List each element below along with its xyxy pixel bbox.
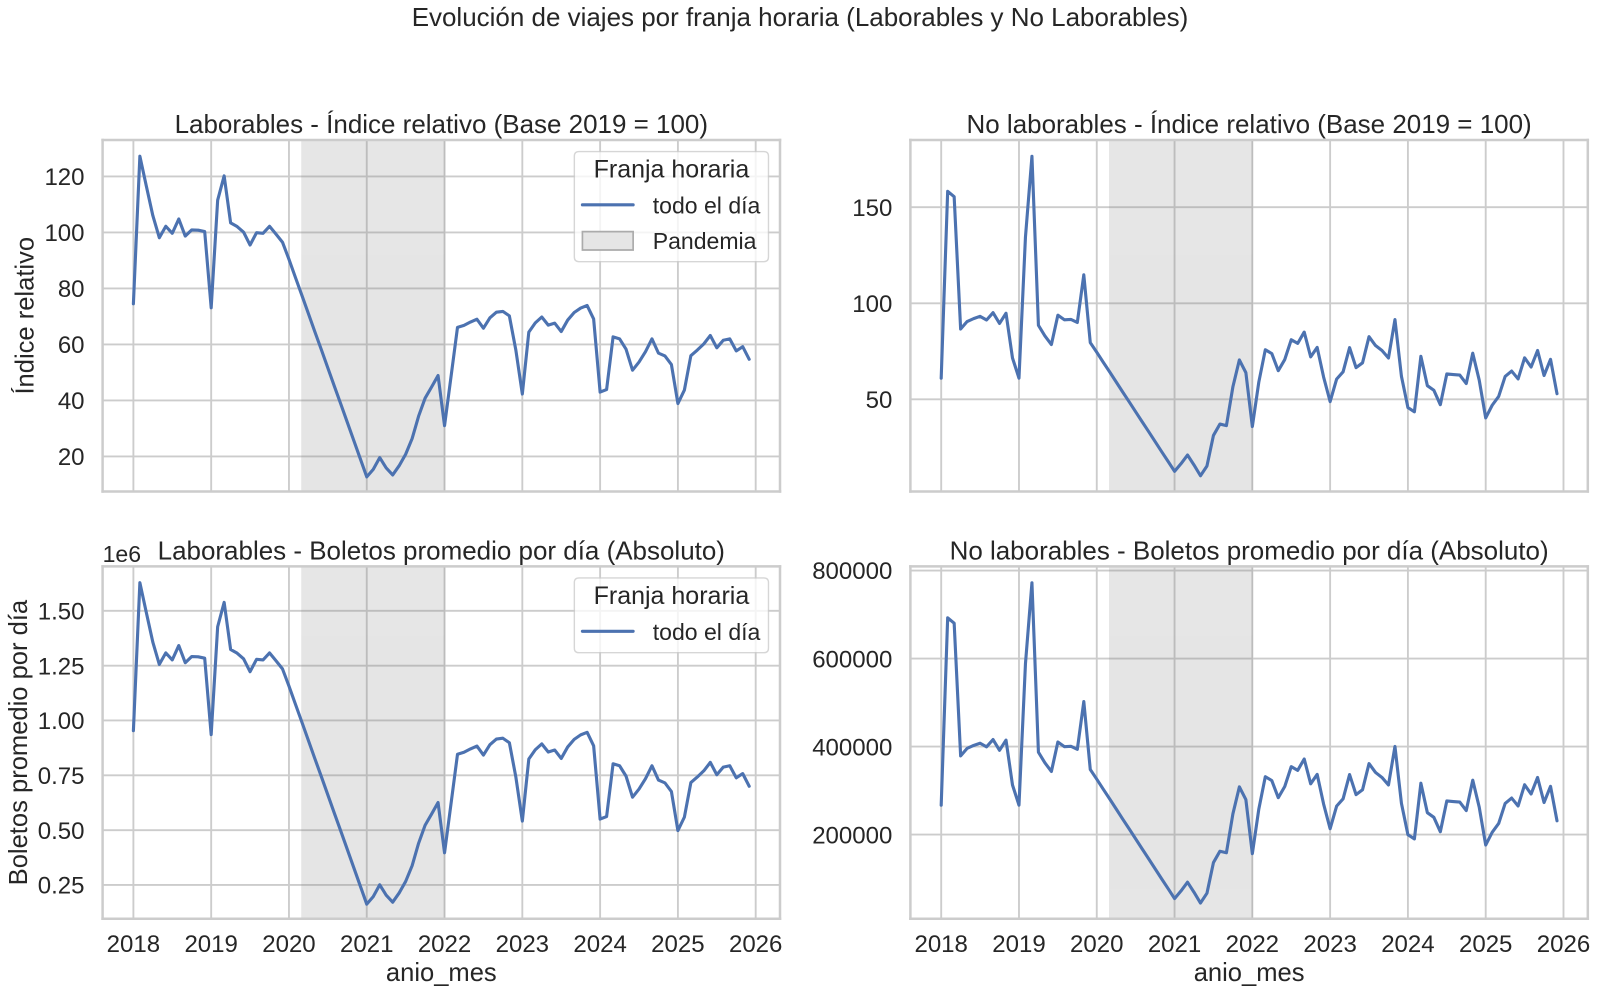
svg-text:100: 100	[852, 291, 892, 318]
svg-text:todo el día: todo el día	[653, 619, 761, 645]
svg-text:Boletos promedio por día: Boletos promedio por día	[5, 599, 33, 885]
svg-text:2025: 2025	[1459, 931, 1512, 958]
svg-text:50: 50	[866, 387, 893, 414]
svg-text:1.25: 1.25	[38, 653, 85, 680]
svg-text:1.00: 1.00	[38, 708, 85, 735]
svg-text:2021: 2021	[1148, 931, 1201, 958]
svg-text:800000: 800000	[812, 558, 892, 585]
svg-text:1e6: 1e6	[103, 541, 141, 567]
svg-text:2023: 2023	[1303, 931, 1356, 958]
svg-text:2020: 2020	[262, 931, 315, 958]
svg-text:200000: 200000	[812, 822, 892, 849]
svg-text:Laborables - Boletos promedio: Laborables - Boletos promedio por día (A…	[158, 535, 725, 565]
svg-text:600000: 600000	[812, 646, 892, 673]
svg-text:150: 150	[852, 195, 892, 222]
svg-text:2021: 2021	[340, 931, 393, 958]
svg-text:2018: 2018	[107, 931, 160, 958]
svg-text:2022: 2022	[1226, 931, 1279, 958]
svg-text:Franja horaria: Franja horaria	[594, 156, 750, 184]
svg-text:2019: 2019	[184, 931, 237, 958]
svg-text:2020: 2020	[1070, 931, 1123, 958]
svg-text:anio_mes: anio_mes	[1194, 959, 1305, 987]
svg-text:Evolución de viajes por franja: Evolución de viajes por franja horaria (…	[412, 2, 1189, 32]
svg-text:0.75: 0.75	[38, 763, 85, 790]
svg-text:40: 40	[58, 388, 85, 415]
svg-text:120: 120	[44, 164, 84, 191]
svg-text:2022: 2022	[418, 931, 471, 958]
svg-text:No laborables - Boletos promed: No laborables - Boletos promedio por día…	[950, 535, 1549, 565]
svg-text:todo el día: todo el día	[653, 192, 761, 218]
svg-text:2023: 2023	[496, 931, 549, 958]
svg-text:anio_mes: anio_mes	[386, 959, 497, 987]
svg-text:2018: 2018	[914, 931, 967, 958]
svg-text:No laborables - Índice relativ: No laborables - Índice relativo (Base 20…	[967, 109, 1532, 139]
svg-text:2024: 2024	[573, 931, 626, 958]
svg-text:60: 60	[58, 332, 85, 359]
svg-text:400000: 400000	[812, 734, 892, 761]
svg-text:Índice relativo: Índice relativo	[11, 237, 40, 395]
svg-text:2019: 2019	[992, 931, 1045, 958]
svg-text:1.50: 1.50	[38, 599, 85, 626]
svg-text:0.25: 0.25	[38, 873, 85, 900]
svg-text:2024: 2024	[1381, 931, 1434, 958]
svg-text:2026: 2026	[1537, 931, 1590, 958]
svg-text:Laborables - Índice relativo (: Laborables - Índice relativo (Base 2019 …	[175, 109, 708, 139]
svg-text:20: 20	[58, 444, 85, 471]
svg-text:2026: 2026	[729, 931, 782, 958]
svg-text:0.50: 0.50	[38, 818, 85, 845]
svg-text:Franja horaria: Franja horaria	[594, 582, 750, 610]
svg-text:2025: 2025	[651, 931, 704, 958]
svg-text:Pandemia: Pandemia	[653, 228, 757, 254]
svg-text:100: 100	[44, 220, 84, 247]
svg-text:80: 80	[58, 276, 85, 303]
